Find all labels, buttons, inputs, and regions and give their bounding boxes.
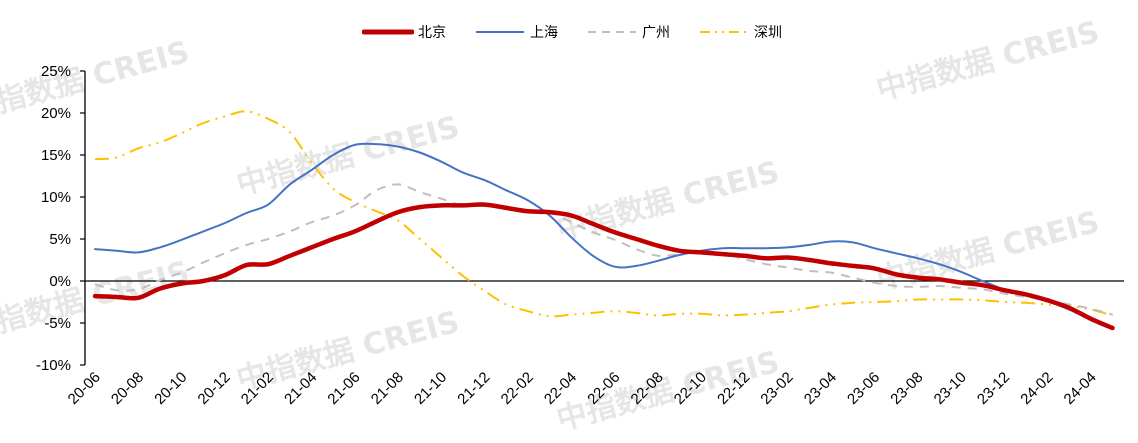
y-tick-label: -5%: [44, 315, 71, 332]
series-line-0: [92, 202, 1115, 331]
x-tick-label: 20-10: [151, 369, 190, 408]
legend-swatch-solid-icon: [476, 31, 524, 33]
x-tick-label: 23-10: [931, 369, 970, 408]
legend-item-beijing: 北京: [362, 22, 446, 42]
y-tick-label: 15%: [41, 147, 71, 164]
series-line-1: [94, 142, 1114, 329]
x-tick-label: 24-02: [1017, 369, 1056, 408]
x-tick-label: 22-02: [498, 369, 537, 408]
x-tick-label: 23-08: [887, 369, 926, 408]
x-tick-label: 23-12: [974, 369, 1013, 408]
x-tick-label: 21-12: [454, 369, 493, 408]
y-tick-label: -10%: [36, 357, 71, 374]
x-tick-label: 20-12: [195, 369, 234, 408]
series-line-3: [94, 110, 1113, 318]
legend-swatch-solid-thick-icon: [362, 29, 414, 35]
watermark-text: 中指数据 CREIS: [0, 35, 193, 128]
x-tick-label: 21-06: [324, 369, 363, 408]
legend-swatch-dash-dot-icon: [700, 31, 748, 33]
watermark-text: 中指数据 CREIS: [553, 155, 783, 248]
y-tick-label: 0%: [49, 273, 71, 290]
x-tick-label: 24-04: [1061, 369, 1100, 408]
x-tick-label: 20-08: [108, 369, 147, 408]
legend-swatch-dashed-icon: [588, 31, 636, 33]
series-layer: [92, 110, 1115, 331]
series-line-2: [94, 183, 1113, 316]
x-tick-label: 23-06: [844, 369, 883, 408]
legend-item-guangzhou: 广州: [586, 22, 670, 42]
legend-label: 深圳: [754, 25, 782, 41]
x-axis: 20-06 20-08 20-10 20-12 21-02 21-04 21-06 21-08…: [65, 280, 1124, 408]
legend-label: 广州: [642, 25, 670, 41]
x-tick-label: 20-06: [65, 369, 104, 408]
watermark-text: 中指数据 CREIS: [873, 15, 1103, 108]
x-tick-label: 21-08: [368, 369, 407, 408]
x-tick-label: 21-10: [411, 369, 450, 408]
y-axis: 25% 20% 15% 10% 5% 0% -5% -10%: [36, 63, 86, 374]
legend-item-shenzhen: 深圳: [698, 22, 782, 42]
watermark-layer: 中指数据 CREIS 中指数据 CREIS 中指数据 CREIS 中指数据 CREIS…: [0, 15, 1103, 438]
watermark-text: 中指数据 CREIS: [0, 255, 193, 348]
legend-label: 上海: [530, 25, 558, 41]
chart-legend: 北京 上海 广州 深圳: [362, 20, 810, 44]
y-tick-label: 10%: [41, 189, 71, 206]
y-tick-label: 5%: [49, 231, 71, 248]
y-tick-label: 20%: [41, 105, 71, 122]
watermark-text: 中指数据 CREIS: [553, 345, 783, 438]
y-tick-label: 25%: [41, 63, 71, 80]
x-tick-label: 23-04: [801, 369, 840, 408]
legend-label: 北京: [418, 25, 446, 41]
legend-item-shanghai: 上海: [474, 22, 558, 42]
